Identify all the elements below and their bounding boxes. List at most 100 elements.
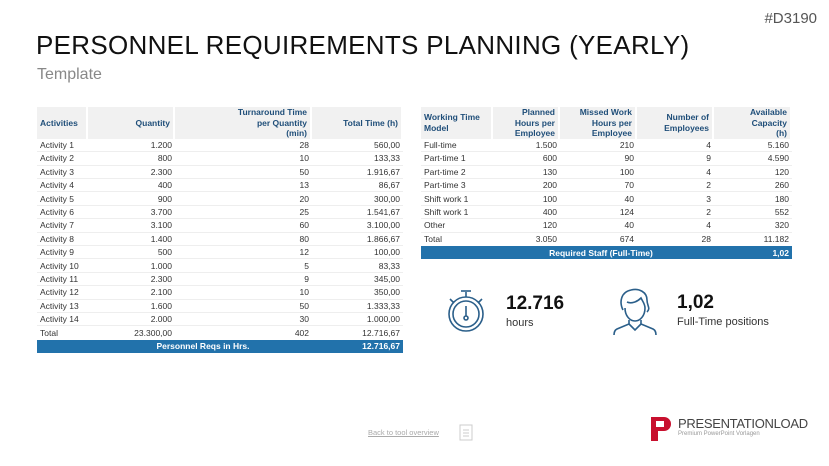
- cell: 10: [175, 152, 312, 166]
- cell: 1.000,00: [312, 313, 403, 327]
- cell: Activity 8: [37, 233, 88, 246]
- cell: Activity 7: [37, 219, 88, 233]
- kpi-hours-value: 12.716: [506, 293, 565, 314]
- cell: 1.333,33: [312, 300, 403, 313]
- table-row: Shift work 1 100 40 3 180: [421, 192, 792, 206]
- cell: 5.160: [714, 139, 792, 153]
- cell: 1.600: [88, 300, 175, 313]
- table-row: Activity 11 2.300 9 345,00: [37, 273, 403, 287]
- cell: 28: [701, 234, 711, 245]
- cell: 350,00: [312, 286, 403, 300]
- cell: Activity 6: [37, 206, 88, 220]
- cell: Part-time 1: [421, 152, 493, 166]
- cell: 70: [560, 179, 637, 193]
- cell: 11.182: [763, 234, 789, 245]
- cell: Activity 1: [37, 139, 88, 153]
- cell: 83,33: [312, 259, 403, 273]
- cell: Activity 3: [37, 166, 88, 180]
- cell: 50: [175, 300, 312, 313]
- table-row: Activity 5 900 20 300,00: [37, 192, 403, 206]
- total-row: Total 3.050 674 28 11.182: [421, 233, 792, 246]
- cell: 20: [175, 192, 312, 206]
- cell: 3.100,00: [312, 219, 403, 233]
- total-row: Total 23.300,00 402 12.716,67: [37, 326, 403, 339]
- cell: 320: [714, 219, 792, 233]
- cell: 1.866,67: [312, 233, 403, 246]
- cell: 40: [560, 219, 637, 233]
- cell: 260: [714, 179, 792, 193]
- table-row: Shift work 1 400 124 2 552: [421, 206, 792, 220]
- col-header: Activities: [37, 107, 88, 139]
- table-row: Activity 2 800 10 133,33: [37, 152, 403, 166]
- cell: 130: [493, 166, 560, 180]
- cell: Full-time: [421, 139, 493, 153]
- cell: Activity 13: [37, 300, 88, 313]
- cell: 674: [619, 234, 634, 245]
- activities-table: Activities Quantity Turnaround Time per …: [37, 107, 403, 353]
- cell: 12: [175, 246, 312, 260]
- cell: 560,00: [312, 139, 403, 153]
- cell: Other: [421, 219, 493, 233]
- table-row: Activity 4 400 13 86,67: [37, 179, 403, 193]
- cell: 28: [175, 139, 312, 153]
- cell: Total: [424, 234, 442, 245]
- cell: 25: [175, 206, 312, 220]
- cell: Activity 12: [37, 286, 88, 300]
- cell: 180: [714, 192, 792, 206]
- cell: 86,67: [312, 179, 403, 193]
- kpi-staff: 1,02 Full-Time positions: [609, 284, 769, 336]
- cell: Activity 9: [37, 246, 88, 260]
- cell: 40: [560, 192, 637, 206]
- cell: 9: [175, 273, 312, 287]
- summary-row: Required Staff (Full-Time) 1,02: [421, 246, 792, 259]
- cell: 1.541,67: [312, 206, 403, 220]
- cell: 3.100: [88, 219, 175, 233]
- cell: 4: [637, 166, 714, 180]
- table-row: Activity 7 3.100 60 3.100,00: [37, 219, 403, 233]
- cell: 800: [88, 152, 175, 166]
- cell: 1.500: [493, 139, 560, 153]
- page-subtitle: Template: [37, 66, 102, 83]
- cell: 2.000: [88, 313, 175, 327]
- cell: Part-time 2: [421, 166, 493, 180]
- table-row: Activity 6 3.700 25 1.541,67: [37, 206, 403, 220]
- kpi-hours-label: hours: [506, 317, 534, 329]
- cell: 500: [88, 246, 175, 260]
- cell: 30: [175, 313, 312, 327]
- table-row: Part-time 2 130 100 4 120: [421, 166, 792, 180]
- cell: 23.300,00: [134, 328, 172, 339]
- cell: 13: [175, 179, 312, 193]
- kpi-staff-value: 1,02: [677, 292, 714, 313]
- product-code: #D3190: [764, 10, 817, 27]
- cell: 345,00: [312, 273, 403, 287]
- table-row: Part-time 3 200 70 2 260: [421, 179, 792, 193]
- cell: 1.916,67: [312, 166, 403, 180]
- cell: Shift work 1: [421, 206, 493, 220]
- presentationload-logo: PRESENTATIONLOAD Premium PowerPoint Vorl…: [650, 416, 808, 442]
- col-header: Available Capacity (h): [714, 107, 792, 139]
- cell: 60: [175, 219, 312, 233]
- cell: Activity 10: [37, 259, 88, 273]
- cell: 3.700: [88, 206, 175, 220]
- cell: Activity 11: [37, 273, 88, 287]
- back-to-overview-link[interactable]: Back to tool overview: [368, 428, 439, 437]
- cell: 120: [714, 166, 792, 180]
- cell: 2.100: [88, 286, 175, 300]
- cell: 402: [294, 328, 309, 339]
- cell: 120: [493, 219, 560, 233]
- clipboard-icon[interactable]: [459, 423, 473, 441]
- col-header: Turnaround Time per Quantity (min): [175, 107, 312, 139]
- table-row: Full-time 1.500 210 4 5.160: [421, 139, 792, 153]
- table-row: Activity 12 2.100 10 350,00: [37, 286, 403, 300]
- cell: 4: [637, 139, 714, 153]
- cell: 100: [493, 192, 560, 206]
- table-row: Activity 1 1.200 28 560,00: [37, 139, 403, 153]
- table-row: Activity 3 2.300 50 1.916,67: [37, 166, 403, 180]
- capacity-table: Working Time Model Planned Hours per Emp…: [421, 107, 792, 259]
- cell: Shift work 1: [421, 192, 493, 206]
- cell: 80: [175, 233, 312, 246]
- table-row: Activity 9 500 12 100,00: [37, 246, 403, 260]
- cell: 552: [714, 206, 792, 220]
- cell: 124: [560, 206, 637, 220]
- cell: 900: [88, 192, 175, 206]
